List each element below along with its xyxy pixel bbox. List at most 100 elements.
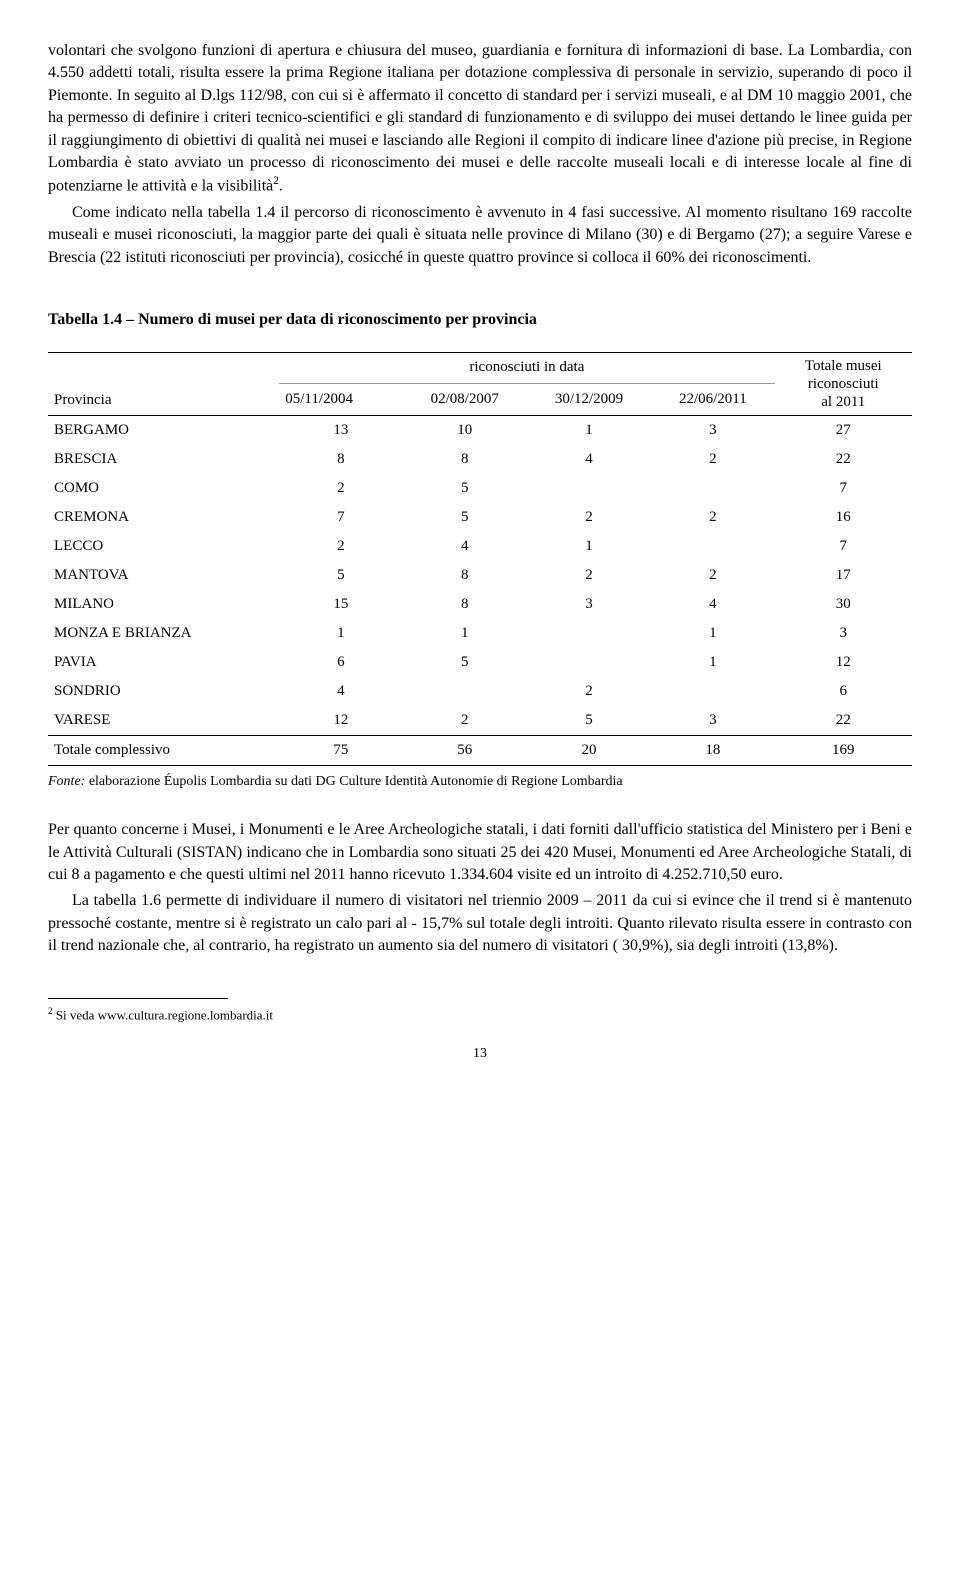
table-row: LECCO2417 bbox=[48, 532, 912, 561]
cell: 56 bbox=[403, 735, 527, 765]
table-row: SONDRIO426 bbox=[48, 677, 912, 706]
body-paragraph-2: Come indicato nella tabella 1.4 il perco… bbox=[48, 202, 912, 269]
table-title: Tabella 1.4 – Numero di musei per data d… bbox=[48, 309, 912, 331]
cell: 20 bbox=[527, 735, 651, 765]
cell: 7 bbox=[279, 503, 402, 532]
cell: 5 bbox=[403, 648, 527, 677]
page-number: 13 bbox=[48, 1044, 912, 1064]
cell-prov: VARESE bbox=[48, 706, 279, 736]
table-row: VARESE1225322 bbox=[48, 706, 912, 736]
footnote-separator bbox=[48, 998, 228, 999]
cell-total: 12 bbox=[775, 648, 912, 677]
cell-prov: BRESCIA bbox=[48, 445, 279, 474]
cell-total: 27 bbox=[775, 415, 912, 445]
col-total: Totale musei riconosciuti al 2011 bbox=[775, 352, 912, 415]
cell: 1 bbox=[651, 619, 774, 648]
cell: 1 bbox=[403, 619, 527, 648]
col-date-1: 02/08/2007 bbox=[403, 384, 527, 416]
cell-total: 6 bbox=[775, 677, 912, 706]
col-date-2: 30/12/2009 bbox=[527, 384, 651, 416]
cell-prov: SONDRIO bbox=[48, 677, 279, 706]
table-total-row: Totale complessivo75562018169 bbox=[48, 735, 912, 765]
cell: 75 bbox=[279, 735, 402, 765]
cell-total: 30 bbox=[775, 590, 912, 619]
cell: 15 bbox=[279, 590, 402, 619]
cell-prov: PAVIA bbox=[48, 648, 279, 677]
cell: 18 bbox=[651, 735, 774, 765]
cell bbox=[527, 648, 651, 677]
table-row: MANTOVA582217 bbox=[48, 561, 912, 590]
table-row: PAVIA65 112 bbox=[48, 648, 912, 677]
col-date-3: 22/06/2011 bbox=[651, 384, 774, 416]
body-paragraph-3: Per quanto concerne i Musei, i Monumenti… bbox=[48, 819, 912, 886]
cell: 3 bbox=[651, 415, 774, 445]
footnote-text: Si veda www.cultura.regione.lombardia.it bbox=[53, 1007, 273, 1022]
cell: 2 bbox=[403, 706, 527, 736]
cell: 4 bbox=[651, 590, 774, 619]
fonte-text: elaborazione Éupolis Lombardia su dati D… bbox=[85, 774, 622, 789]
cell-total: 7 bbox=[775, 474, 912, 503]
cell: 1 bbox=[279, 619, 402, 648]
body-paragraph-1: volontari che svolgono funzioni di apert… bbox=[48, 40, 912, 198]
cell bbox=[651, 532, 774, 561]
table-row: MILANO1583430 bbox=[48, 590, 912, 619]
cell-prov: CREMONA bbox=[48, 503, 279, 532]
cell: 5 bbox=[279, 561, 402, 590]
cell-prov: MILANO bbox=[48, 590, 279, 619]
cell bbox=[527, 619, 651, 648]
fonte-label: Fonte: bbox=[48, 774, 85, 789]
cell: 2 bbox=[527, 503, 651, 532]
cell: 1 bbox=[651, 648, 774, 677]
table-source: Fonte: elaborazione Éupolis Lombardia su… bbox=[48, 772, 912, 792]
cell: 1 bbox=[527, 532, 651, 561]
cell: 2 bbox=[279, 474, 402, 503]
cell-prov: Totale complessivo bbox=[48, 735, 279, 765]
footnote: 2 Si veda www.cultura.regione.lombardia.… bbox=[48, 1005, 912, 1025]
cell bbox=[527, 474, 651, 503]
cell-prov: LECCO bbox=[48, 532, 279, 561]
col-total-line3: al 2011 bbox=[821, 394, 865, 410]
cell: 2 bbox=[651, 503, 774, 532]
col-dates-span: riconosciuti in data bbox=[279, 352, 774, 384]
cell: 8 bbox=[279, 445, 402, 474]
cell: 2 bbox=[651, 445, 774, 474]
table-row: CREMONA752216 bbox=[48, 503, 912, 532]
cell bbox=[651, 474, 774, 503]
cell: 10 bbox=[403, 415, 527, 445]
cell-total: 3 bbox=[775, 619, 912, 648]
table-row: BERGAMO13101327 bbox=[48, 415, 912, 445]
cell: 3 bbox=[651, 706, 774, 736]
cell-total: 16 bbox=[775, 503, 912, 532]
cell: 4 bbox=[403, 532, 527, 561]
cell: 12 bbox=[279, 706, 402, 736]
cell-total: 22 bbox=[775, 445, 912, 474]
cell: 5 bbox=[403, 503, 527, 532]
cell-prov: MONZA E BRIANZA bbox=[48, 619, 279, 648]
table-row: COMO257 bbox=[48, 474, 912, 503]
col-total-line1: Totale musei bbox=[805, 358, 882, 374]
paragraph-end: . bbox=[279, 178, 283, 195]
cell: 13 bbox=[279, 415, 402, 445]
cell: 4 bbox=[527, 445, 651, 474]
cell: 2 bbox=[527, 561, 651, 590]
cell: 4 bbox=[279, 677, 402, 706]
cell: 5 bbox=[403, 474, 527, 503]
cell-prov: MANTOVA bbox=[48, 561, 279, 590]
cell-prov: BERGAMO bbox=[48, 415, 279, 445]
recognition-table: Provincia riconosciuti in data Totale mu… bbox=[48, 352, 912, 766]
body-paragraph-4: La tabella 1.6 permette di individuare i… bbox=[48, 890, 912, 957]
col-total-line2: riconosciuti bbox=[808, 376, 879, 392]
cell-total: 17 bbox=[775, 561, 912, 590]
col-date-0: 05/11/2004 bbox=[279, 384, 402, 416]
cell-total: 7 bbox=[775, 532, 912, 561]
table-row: MONZA E BRIANZA1113 bbox=[48, 619, 912, 648]
cell: 2 bbox=[651, 561, 774, 590]
col-province: Provincia bbox=[48, 352, 279, 415]
cell: 8 bbox=[403, 561, 527, 590]
cell: 8 bbox=[403, 445, 527, 474]
paragraph-text: volontari che svolgono funzioni di apert… bbox=[48, 42, 912, 195]
cell bbox=[403, 677, 527, 706]
cell-total: 169 bbox=[775, 735, 912, 765]
cell: 6 bbox=[279, 648, 402, 677]
cell bbox=[651, 677, 774, 706]
